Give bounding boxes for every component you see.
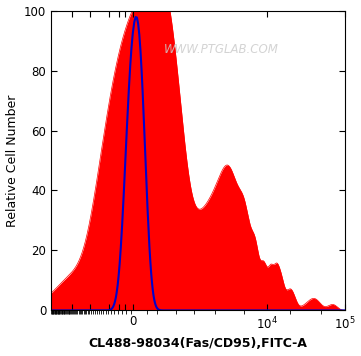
X-axis label: CL488-98034(Fas/CD95),FITC-A: CL488-98034(Fas/CD95),FITC-A (88, 337, 307, 350)
Y-axis label: Relative Cell Number: Relative Cell Number (5, 94, 18, 227)
Text: WWW.PTGLAB.COM: WWW.PTGLAB.COM (164, 43, 279, 56)
